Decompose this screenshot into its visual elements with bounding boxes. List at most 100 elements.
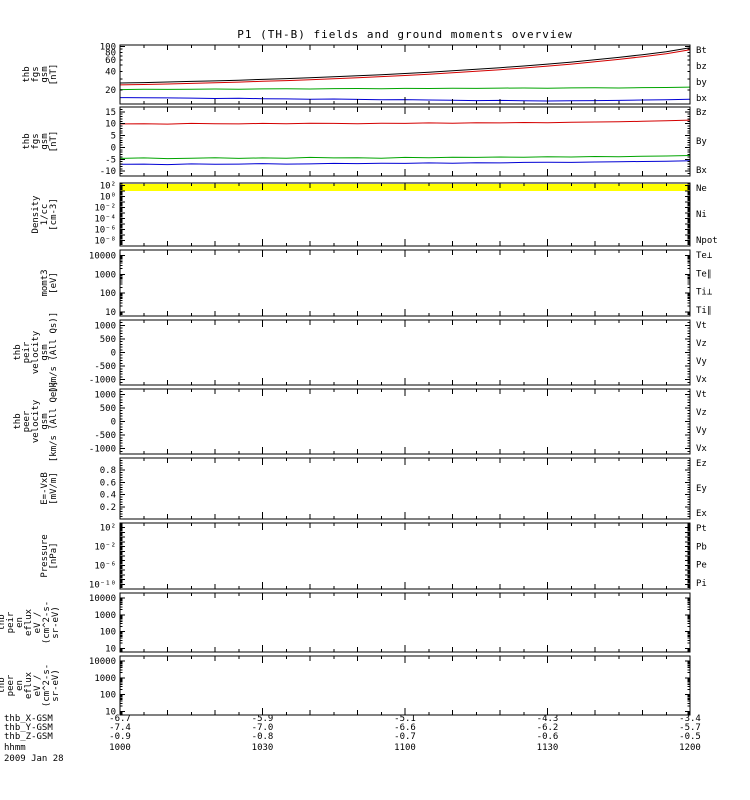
trace-label-Vt: Vt xyxy=(696,321,707,331)
y-axis-title: thbpeervelocitygsm[km/s (All Qe)] xyxy=(13,381,59,462)
y-tick-label: 10² xyxy=(100,524,116,534)
trace-label-Te∥: Te∥ xyxy=(696,269,711,279)
y-tick-label: 15 xyxy=(105,108,116,118)
axis-ticks xyxy=(119,107,691,177)
y-axis-title: momt3[eV] xyxy=(40,269,59,296)
y-axis-title: thbpeirenefluxeV /(cm^2-s-sr-eV) xyxy=(0,601,61,644)
axis-row-label: thb_X-GSM xyxy=(4,714,53,724)
axis-ticks xyxy=(119,458,691,520)
trace-label-Vx: Vx xyxy=(696,375,707,385)
trace-label-Te⊥: Te⊥ xyxy=(696,251,713,261)
axis-row-thb_Z-GSM: thb_Z-GSM -0.9 -0.8 -0.7 -0.6 -0.5 xyxy=(4,732,701,742)
trace-label-Vz: Vz xyxy=(696,339,707,349)
y-tick-label: -500 xyxy=(94,362,116,372)
y-axis-title: thbpeirvelocitygsm[km/s (All Qs)] xyxy=(13,312,59,393)
panel-pressure: 10² 10⁻² 10⁻⁶ 10⁻¹⁰ Pressure[nPa] Pt Pb Pe Pi xyxy=(40,522,707,590)
trace-label-Bz: Bz xyxy=(696,108,707,118)
y-tick-label: 10⁻⁸ xyxy=(94,237,116,247)
y-tick-label: 5 xyxy=(111,132,116,142)
panel-e-field-vxb: 0.8 0.6 0.4 0.2 E=-VxB[mV/m] Ez Ey Ex xyxy=(40,457,707,520)
trace-label-Bt: Bt xyxy=(696,46,707,56)
panel-peir-velocity-gsm: 1000 500 0 -500 -1000 thbpeirvelocitygsm[km/s… xyxy=(13,312,707,393)
axis-value: -0.8 xyxy=(252,732,274,742)
axis-value: -7.4 xyxy=(109,723,131,733)
y-tick-label: 10⁻⁶ xyxy=(94,226,116,236)
y-tick-label: -1000 xyxy=(89,376,116,386)
y-tick-label: 1000 xyxy=(94,674,116,684)
axis-value: -6.2 xyxy=(537,723,559,733)
date-label: 2009 Jan 28 xyxy=(4,754,64,764)
y-tick-label: 60 xyxy=(105,56,116,66)
axis-ticks xyxy=(119,250,691,316)
axis-value: -4.3 xyxy=(537,714,559,724)
axis-row-hhmm: hhmm 1000 1030 1100 1130 1200 xyxy=(4,743,701,753)
axis-value: -3.4 xyxy=(679,714,701,724)
panel-fgs-gsm-components: 15 10 50 -5 -10 thbfgsgsm[nT] Bz By Bx xyxy=(22,106,707,177)
plot-title: P1 (TH-B) fields and ground moments over… xyxy=(237,28,573,41)
axis-value: 1130 xyxy=(537,743,559,753)
trace-label-Npot: Npot xyxy=(696,236,718,246)
panel-border xyxy=(119,522,691,590)
panel-peir-en-eflux: 10000 1000 100 10 thbpeirenefluxeV /(cm^2-s-… xyxy=(0,592,691,654)
trace-label-Ti⊥: Ti⊥ xyxy=(696,288,713,298)
y-tick-label: 500 xyxy=(100,404,116,414)
y-tick-label: 1000 xyxy=(94,321,116,331)
panel-border xyxy=(119,319,691,386)
trace-Bz xyxy=(119,119,691,125)
y-tick-label: 10² xyxy=(100,182,116,192)
y-axis-title: thbfgsgsm[nT] xyxy=(22,64,59,86)
y-tick-label: 10 xyxy=(105,120,116,130)
panel-border xyxy=(119,249,691,317)
trace-by xyxy=(119,86,691,91)
trace-bz xyxy=(119,49,691,86)
axis-value: 1200 xyxy=(679,743,701,753)
axis-value: -7.0 xyxy=(252,723,274,733)
y-tick-label: -1000 xyxy=(89,445,116,455)
y-axis-title: E=-VxB[mV/m] xyxy=(40,472,59,505)
y-tick-label: 10⁻² xyxy=(94,543,116,553)
panel-border xyxy=(119,388,691,455)
y-tick-label: -500 xyxy=(94,431,116,441)
trace-Bt xyxy=(119,47,691,84)
trace-label-Pi: Pi xyxy=(696,579,707,589)
y-tick-label: 0 xyxy=(111,349,116,359)
y-tick-label: 0.8 xyxy=(100,466,116,476)
trace-label-Vx: Vx xyxy=(696,444,707,454)
axis-row-thb_X-GSM: thb_X-GSM -6.7 -5.9 -5.1 -4.3 -3.4 xyxy=(4,714,701,724)
y-tick-label: 80 xyxy=(105,48,116,58)
axis-ticks xyxy=(119,183,691,247)
y-tick-label: 500 xyxy=(100,335,116,345)
axis-ticks xyxy=(119,389,691,455)
y-tick-label: 10000 xyxy=(89,657,116,667)
y-axis-title: Density1/cc[cm-3] xyxy=(31,195,59,234)
trace-label-Pb: Pb xyxy=(696,542,707,552)
y-axis-title: thbpeerenefluxeV /(cm^2-s-sr-eV) xyxy=(0,664,61,707)
y-tick-label: 100 xyxy=(100,289,116,299)
trace-label-Vz: Vz xyxy=(696,408,707,418)
panel-border xyxy=(119,106,691,177)
axis-value: -0.6 xyxy=(537,732,559,742)
trace-label-bx: bx xyxy=(696,94,707,104)
panel-border xyxy=(119,457,691,520)
trace-label-bz: bz xyxy=(696,62,707,72)
axis-value: -0.9 xyxy=(109,732,131,742)
y-tick-label: 0 xyxy=(111,418,116,428)
y-tick-label: 0.4 xyxy=(100,491,116,501)
y-tick-label: 10⁻⁶ xyxy=(94,561,116,571)
y-tick-label: 40 xyxy=(105,67,116,77)
panel-border xyxy=(119,655,691,716)
trace-By xyxy=(119,155,691,160)
trace-label-Ex: Ex xyxy=(696,509,707,519)
axis-row-label: thb_Y-GSM xyxy=(4,723,53,733)
axis-value: -5.1 xyxy=(394,714,416,724)
y-tick-label: 10⁻⁴ xyxy=(94,215,116,225)
panel-peer-velocity-gsm: 1000 500 0 -500 -1000 thbpeervelocitygsm[km/s… xyxy=(13,381,707,462)
axis-value: 1000 xyxy=(109,743,131,753)
axis-row-label: hhmm xyxy=(4,743,26,753)
y-tick-label: 100 xyxy=(100,691,116,701)
y-tick-label: 1000 xyxy=(94,270,116,280)
trace-label-Ey: Ey xyxy=(696,484,707,494)
